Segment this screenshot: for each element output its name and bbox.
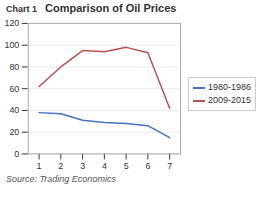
svg-text:4: 4 [102,161,107,171]
html-text:Comparison of Oil Prices: Comparison of Oil Prices [45,2,177,14]
html-text:Source: Trading Economics: Source: Trading Economics [6,174,116,185]
svg-text:100: 100 [4,40,19,50]
svg-text:7: 7 [167,161,172,171]
svg-text:5: 5 [124,161,129,171]
svg-text:2: 2 [58,161,63,171]
html-text:1980-1986: 1980-1986 [208,82,251,93]
svg-text:0: 0 [14,149,19,159]
svg-text:3: 3 [80,161,85,171]
html-text:Chart 1: Chart 1 [6,4,37,14]
svg-text:6: 6 [145,161,150,171]
svg-text:80: 80 [9,62,19,72]
svg-text:1: 1 [37,161,42,171]
html-text:2009-2015: 2009-2015 [208,95,251,106]
svg-text:20: 20 [9,127,19,137]
svg-text:60: 60 [9,84,19,94]
svg-text:40: 40 [9,105,19,115]
svg-text:120: 120 [4,18,19,28]
